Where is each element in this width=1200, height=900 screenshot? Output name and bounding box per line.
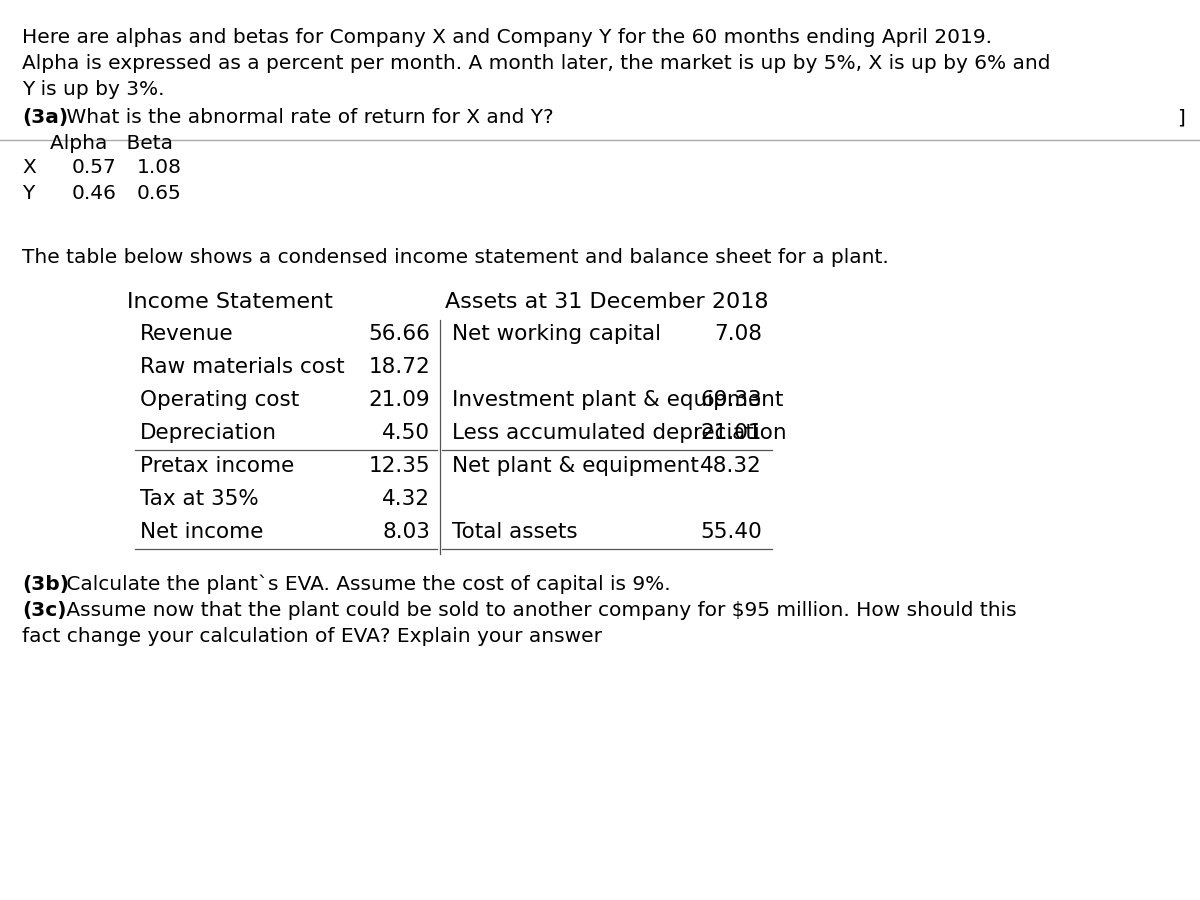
Text: 7.08: 7.08	[714, 324, 762, 344]
Text: Assets at 31 December 2018: Assets at 31 December 2018	[445, 292, 769, 312]
Text: 69.33: 69.33	[701, 390, 762, 410]
Text: Raw materials cost: Raw materials cost	[140, 357, 344, 377]
Text: Here are alphas and betas for Company X and Company Y for the 60 months ending A: Here are alphas and betas for Company X …	[22, 28, 992, 47]
Text: 4.32: 4.32	[382, 489, 430, 509]
Text: Investment plant & equipment: Investment plant & equipment	[452, 390, 784, 410]
Text: Alpha   Beta: Alpha Beta	[50, 134, 173, 153]
Text: Depreciation: Depreciation	[140, 423, 277, 443]
Text: (3c): (3c)	[22, 601, 66, 620]
Text: Total assets: Total assets	[452, 522, 577, 542]
Text: Y: Y	[22, 184, 35, 203]
Text: 4.50: 4.50	[382, 423, 430, 443]
Text: Pretax income: Pretax income	[140, 456, 294, 476]
Text: fact change your calculation of EVA? Explain your answer: fact change your calculation of EVA? Exp…	[22, 627, 602, 646]
Text: 1.08: 1.08	[137, 158, 182, 177]
Text: Alpha is expressed as a percent per month. A month later, the market is up by 5%: Alpha is expressed as a percent per mont…	[22, 54, 1050, 73]
Text: 21.01: 21.01	[701, 423, 762, 443]
Text: 0.57: 0.57	[72, 158, 116, 177]
Text: Assume now that the plant could be sold to another company for $95 million. How : Assume now that the plant could be sold …	[60, 601, 1016, 620]
Text: Tax at 35%: Tax at 35%	[140, 489, 259, 509]
Text: 0.65: 0.65	[137, 184, 181, 203]
Text: Operating cost: Operating cost	[140, 390, 299, 410]
Text: 21.09: 21.09	[368, 390, 430, 410]
Text: ]: ]	[1177, 108, 1186, 127]
Text: Revenue: Revenue	[140, 324, 234, 344]
Text: X: X	[22, 158, 36, 177]
Text: Net income: Net income	[140, 522, 263, 542]
Text: 8.03: 8.03	[382, 522, 430, 542]
Text: 18.72: 18.72	[368, 357, 430, 377]
Text: 56.66: 56.66	[368, 324, 430, 344]
Text: Calculate the plant`s EVA. Assume the cost of capital is 9%.: Calculate the plant`s EVA. Assume the co…	[60, 575, 671, 595]
Text: 12.35: 12.35	[368, 456, 430, 476]
Text: Less accumulated depreciation: Less accumulated depreciation	[452, 423, 787, 443]
Text: (3a): (3a)	[22, 108, 68, 127]
Text: Income Statement: Income Statement	[127, 292, 332, 312]
Text: 55.40: 55.40	[701, 522, 762, 542]
Text: 0.46: 0.46	[72, 184, 116, 203]
Text: Net working capital: Net working capital	[452, 324, 661, 344]
Text: Net plant & equipment: Net plant & equipment	[452, 456, 698, 476]
Text: 48.32: 48.32	[701, 456, 762, 476]
Text: What is the abnormal rate of return for X and Y?: What is the abnormal rate of return for …	[60, 108, 553, 127]
Text: (3b): (3b)	[22, 575, 70, 594]
Text: Y is up by 3%.: Y is up by 3%.	[22, 80, 164, 99]
Text: The table below shows a condensed income statement and balance sheet for a plant: The table below shows a condensed income…	[22, 248, 889, 267]
